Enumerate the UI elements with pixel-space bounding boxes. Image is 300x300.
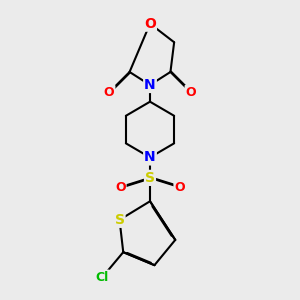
Text: O: O — [104, 86, 114, 99]
Text: N: N — [144, 150, 156, 164]
Text: O: O — [186, 86, 196, 99]
Text: O: O — [174, 181, 185, 194]
Text: O: O — [144, 17, 156, 31]
Text: S: S — [145, 171, 155, 185]
Text: O: O — [115, 181, 126, 194]
Text: N: N — [144, 78, 156, 92]
Text: Cl: Cl — [96, 271, 109, 284]
Text: S: S — [115, 213, 124, 227]
